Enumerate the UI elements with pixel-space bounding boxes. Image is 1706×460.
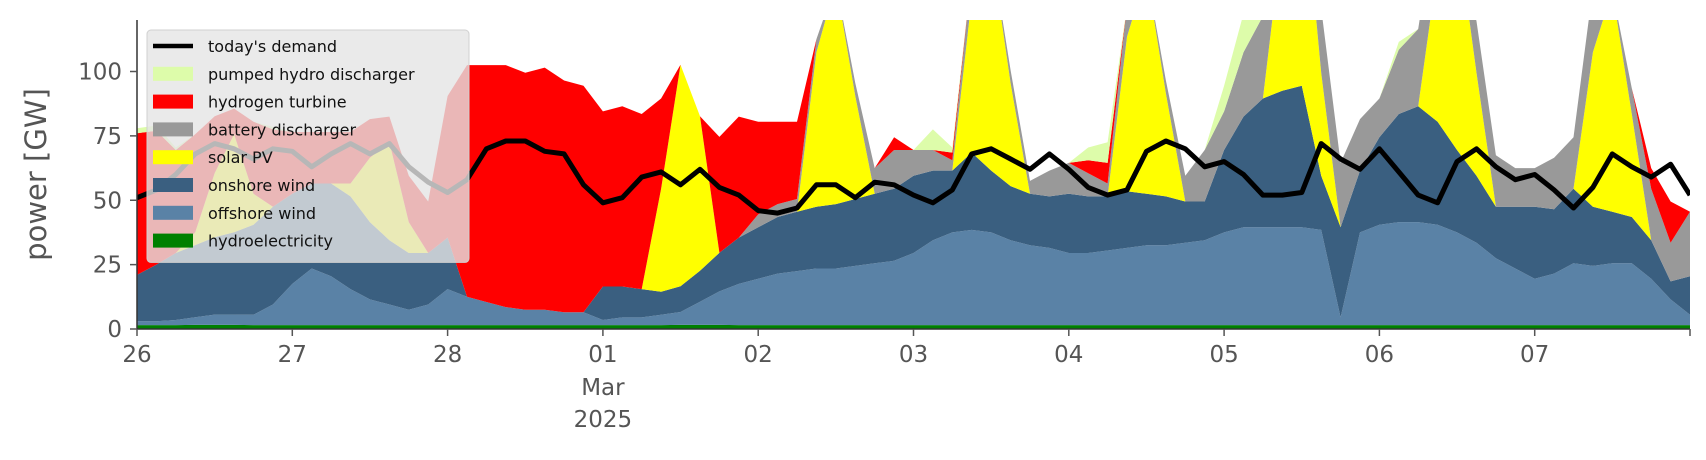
legend-label: solar PV: [208, 148, 273, 167]
legend-swatch: [153, 178, 193, 192]
legend-item-pumped-hydro-discharger: pumped hydro discharger: [153, 65, 415, 84]
legend-swatch: [153, 122, 193, 137]
y-tick-label: 75: [93, 124, 122, 150]
stacked-areas: [137, 20, 1690, 329]
axes: 0 25 50 75 100 26 27 28 01 Mar 2025 02 03 04 05 06 07: [78, 20, 1691, 433]
x-tick-label: 04: [1054, 342, 1083, 368]
legend-swatch: [153, 150, 193, 165]
legend-label: onshore wind: [208, 176, 315, 195]
x-tick-sublabel: Mar: [581, 375, 625, 401]
x-tick-label: 07: [1520, 342, 1549, 368]
x-tick-label: 28: [433, 342, 462, 368]
legend-swatch: [153, 233, 193, 248]
legend-label: today's demand: [208, 37, 337, 56]
y-tick-label: 25: [93, 253, 122, 279]
x-tick-label: 27: [278, 342, 307, 368]
legend-label: pumped hydro discharger: [208, 65, 415, 84]
x-tick-label: 03: [899, 342, 928, 368]
legend-item-today-s-demand: today's demand: [153, 37, 337, 56]
area-hydrogen-turbine: [137, 20, 1690, 313]
y-axis-label: power [GW]: [19, 88, 53, 261]
x-tick-label: 06: [1365, 342, 1394, 368]
x-tick-label: 01: [588, 342, 617, 368]
area-battery-discharger: [137, 20, 1690, 313]
legend-item-solar-pv: solar PV: [153, 148, 273, 167]
legend-swatch: [153, 205, 193, 220]
legend-swatch: [153, 66, 193, 81]
legend-item-hydroelectricity: hydroelectricity: [153, 232, 333, 251]
x-tick-label: 02: [744, 342, 773, 368]
area-onshore-wind: [137, 85, 1690, 322]
area-hydroelectricity: [137, 324, 1690, 329]
legend-item-offshore-wind: offshore wind: [153, 204, 316, 223]
legend-label: hydrogen turbine: [208, 93, 347, 112]
x-tick-label: 05: [1209, 342, 1238, 368]
legend-label: offshore wind: [208, 204, 316, 223]
legend: today's demand pumped hydro discharger hyd…: [146, 29, 470, 263]
legend-label: battery discharger: [208, 120, 356, 139]
legend-swatch: [153, 94, 193, 109]
legend-label: hydroelectricity: [208, 232, 333, 251]
y-tick-label: 0: [107, 317, 122, 343]
legend-item-battery-discharger: battery discharger: [153, 120, 356, 139]
area-offshore-wind: [137, 222, 1690, 326]
x-tick-sublabel: 2025: [574, 407, 633, 433]
y-tick-label: 50: [93, 188, 122, 214]
x-tick-label: 26: [122, 342, 151, 368]
legend-item-onshore-wind: onshore wind: [153, 176, 315, 195]
legend-item-hydrogen-turbine: hydrogen turbine: [153, 93, 347, 112]
legend-box: [146, 29, 470, 263]
y-tick-label: 100: [78, 60, 122, 86]
